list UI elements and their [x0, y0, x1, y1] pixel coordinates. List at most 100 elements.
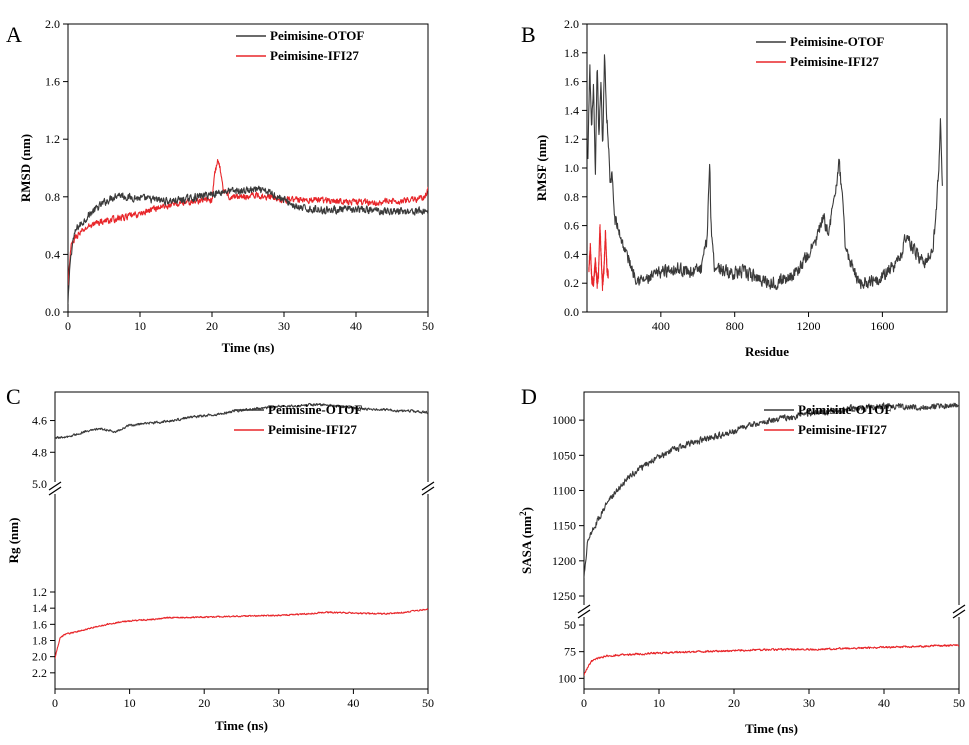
legend-label: Peimisine-OTOF [268, 402, 362, 417]
y-tick-label: 0.4 [45, 247, 60, 261]
plot-frame [67, 23, 429, 313]
y-tick-label: 1.4 [564, 103, 579, 117]
panel-letter-d: D [521, 384, 537, 409]
series-line-peimisine-ifi27 [55, 608, 428, 659]
axis-break-mark-right [421, 481, 435, 491]
x-tick-label: 0 [52, 696, 58, 710]
axis-break-mask-left [576, 605, 592, 617]
x-tick-label: 10 [653, 696, 665, 710]
x-axis-title: Time (ns) [222, 340, 275, 355]
x-tick-label: 20 [206, 319, 218, 333]
series-line-peimisine-otof [68, 185, 428, 305]
axis-break-mask-left [47, 482, 63, 494]
legend-label: Peimisine-IFI27 [270, 48, 359, 63]
y-tick-label: 1.4 [32, 601, 47, 615]
y-axis-title: RMSF (nm) [534, 135, 549, 201]
y-axis-title-text: Rg (nm) [6, 518, 21, 564]
y-tick-label: 1150 [552, 519, 576, 533]
y-tick-label: 0.4 [564, 247, 579, 261]
y-tick-label: 1.6 [564, 75, 579, 89]
series-line-peimisine-ifi27 [588, 224, 609, 292]
panel-a: A 0 10 20 30 40 50 0.0 0.4 0.8 1.2 1.6 2.0 Time (ns) R… [6, 17, 434, 355]
y-tick-label: 1.6 [32, 617, 47, 631]
y-tick-label: 1.0 [564, 161, 579, 175]
x-tick-label: 30 [278, 319, 290, 333]
y-tick-label: 0.2 [564, 276, 579, 290]
series-line-peimisine-ifi27 [584, 644, 959, 676]
series-line-peimisine-ifi27 [68, 159, 428, 286]
panel-letter-c: C [6, 384, 21, 409]
y-tick-label: 0.0 [564, 305, 579, 319]
x-axis-title: Time (ns) [215, 718, 268, 733]
axis-break-mark-left [577, 604, 591, 614]
panel-d: D 0 10 20 30 40 50 50 75 100 1000 1050 1100 1150 1200 1… [518, 384, 967, 736]
legend-label: Peimisine-IFI27 [798, 422, 887, 437]
y-axis-title-text: RMSD (nm) [18, 134, 33, 202]
legend-label: Peimisine-OTOF [270, 28, 364, 43]
x-tick-label: 0 [65, 319, 71, 333]
y-tick-label: 2.2 [32, 666, 47, 680]
series-line-peimisine-otof [55, 402, 428, 440]
axis-break-mark-left [577, 609, 591, 619]
panel-letter-b: B [521, 22, 536, 47]
legend-label: Peimisine-OTOF [798, 402, 892, 417]
y-tick-label: 0.6 [564, 219, 579, 233]
x-tick-label: 30 [803, 696, 815, 710]
y-axis-title-text: SASA (nm [519, 516, 534, 574]
x-tick-label: 40 [878, 696, 890, 710]
y-tick-label: 5.0 [32, 477, 47, 491]
x-tick-label: 50 [953, 696, 965, 710]
y-tick-label: 1200 [552, 554, 576, 568]
plot-frame [583, 391, 960, 690]
panel-c: C 0 10 20 30 40 50 1.2 1.4 1.6 1.8 2.0 2.2 4.6 4.8 5.0 T… [6, 384, 436, 733]
x-tick-label: 40 [350, 319, 362, 333]
y-tick-label: 100 [558, 671, 576, 685]
x-tick-label: 0 [581, 696, 587, 710]
x-tick-label: 10 [134, 319, 146, 333]
y-axis-title-text: RMSF (nm) [534, 135, 549, 201]
axis-break-mask-right [951, 605, 967, 617]
y-tick-label: 1.2 [32, 585, 47, 599]
y-tick-label: 2.0 [45, 17, 60, 31]
x-tick-label: 50 [422, 696, 434, 710]
y-tick-label: 1.2 [45, 132, 60, 146]
x-tick-label: 800 [726, 319, 744, 333]
x-tick-label: 20 [198, 696, 210, 710]
y-tick-label: 0.8 [45, 190, 60, 204]
y-axis-title: Rg (nm) [6, 518, 21, 564]
x-tick-label: 20 [728, 696, 740, 710]
y-tick-label: 4.8 [32, 445, 47, 459]
y-tick-label: 50 [564, 618, 576, 632]
axis-break-mark-left [48, 486, 62, 496]
y-tick-label: 1250 [552, 589, 576, 603]
plot-frame [54, 391, 429, 690]
y-tick-label: 75 [564, 645, 576, 659]
axis-break-mark-right [952, 604, 966, 614]
x-tick-label: 10 [124, 696, 136, 710]
y-tick-label: 0.0 [45, 305, 60, 319]
x-tick-label: 1200 [797, 319, 821, 333]
axis-break-mark-left [48, 481, 62, 491]
series-line-peimisine-otof [587, 54, 943, 291]
x-tick-label: 1600 [870, 319, 894, 333]
panel-b: B 400 800 1200 1600 0.0 0.2 0.4 0.6 0.8 1.0 1.2 1.4 1… [521, 17, 948, 359]
y-axis-title-suffix: ) [519, 507, 534, 511]
y-tick-label: 2.0 [564, 17, 579, 31]
legend-label: Peimisine-OTOF [790, 34, 884, 49]
y-tick-label: 1100 [552, 483, 576, 497]
y-tick-label: 2.0 [32, 650, 47, 664]
y-tick-label: 0.8 [564, 190, 579, 204]
x-tick-label: 30 [273, 696, 285, 710]
x-tick-label: 400 [652, 319, 670, 333]
x-axis-title: Time (ns) [745, 721, 798, 736]
panel-letter-a: A [6, 22, 22, 47]
series-line-peimisine-otof [584, 402, 959, 578]
axis-break-mark-right [952, 609, 966, 619]
axis-break-mask-right [420, 482, 436, 494]
axis-break-mark-right [421, 486, 435, 496]
y-tick-label: 1000 [552, 413, 576, 427]
y-tick-label: 4.6 [32, 414, 47, 428]
legend-label: Peimisine-IFI27 [268, 422, 357, 437]
y-axis-title: RMSD (nm) [18, 134, 33, 202]
